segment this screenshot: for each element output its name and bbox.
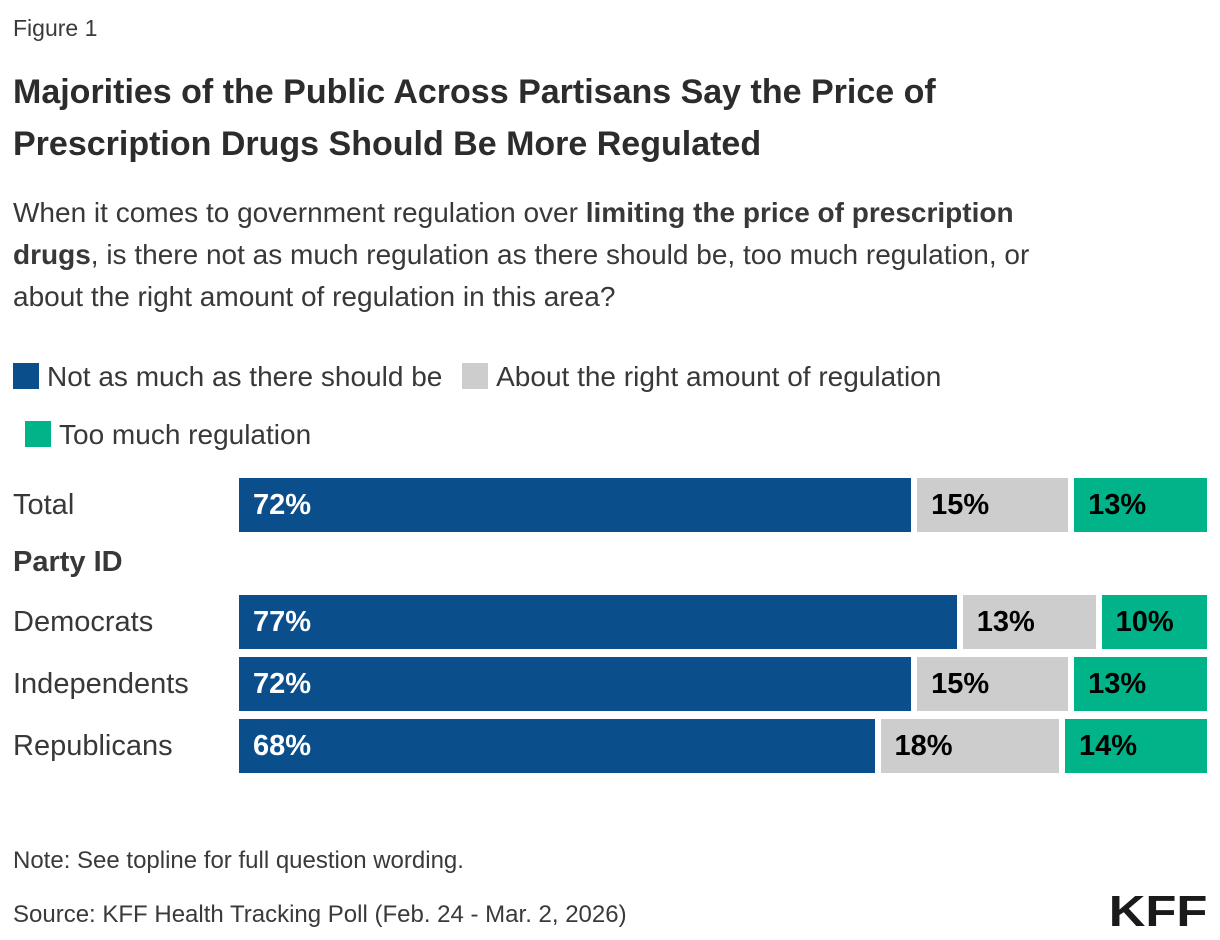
- bar-segment: 14%: [1065, 719, 1207, 773]
- bar-segment: 13%: [962, 595, 1096, 649]
- bar-segment: 72%: [239, 657, 912, 711]
- legend-item: About the right amount of regulation: [450, 361, 941, 392]
- stacked-bar: 72% 15% 13%: [239, 478, 1207, 532]
- bar-segment: 68%: [239, 719, 875, 773]
- subtitle-suffix: , is there not as much regulation as the…: [13, 239, 1030, 312]
- bar-segment: 15%: [917, 657, 1069, 711]
- chart-row-independents: Independents 72% 15% 13%: [13, 657, 1207, 711]
- row-label: Republicans: [13, 729, 173, 762]
- figure-label: Figure 1: [13, 15, 98, 41]
- stacked-bar: 68% 18% 14%: [239, 719, 1207, 773]
- source-row: Source: KFF Health Tracking Poll (Feb. 2…: [13, 886, 1207, 936]
- bar-segment: 72%: [239, 478, 912, 532]
- chart-subtitle: When it comes to government regulation o…: [13, 192, 1043, 318]
- stacked-bar: 72% 15% 13%: [239, 657, 1207, 711]
- legend-swatch: [13, 363, 39, 389]
- stacked-bar: 77% 13% 10%: [239, 595, 1207, 649]
- group-label: Party ID: [13, 546, 123, 578]
- kff-logo: KFF: [1108, 886, 1207, 936]
- bar-segment: 13%: [1074, 478, 1207, 532]
- bar-segment: 15%: [917, 478, 1069, 532]
- subtitle-prefix: When it comes to government regulation o…: [13, 197, 586, 228]
- legend-swatch: [25, 421, 51, 447]
- bar-segment: 10%: [1101, 595, 1207, 649]
- legend-label: Not as much as there should be: [47, 361, 443, 392]
- bar-segment: 18%: [880, 719, 1060, 773]
- legend-swatch: [462, 363, 489, 389]
- subtitle-bold-phrase: limiting the price of prescription drugs: [13, 197, 1014, 270]
- bar-segment: 13%: [1074, 657, 1207, 711]
- note-text: Note: See topline for full question word…: [13, 847, 464, 874]
- chart-title: Majorities of the Public Across Partisan…: [13, 73, 936, 163]
- row-label: Total: [13, 488, 75, 521]
- chart-row-democrats: Democrats 77% 13% 10%: [13, 595, 1207, 649]
- chart-row-republicans: Republicans 68% 18% 14%: [13, 719, 1207, 773]
- footer: Note: See topline for full question word…: [13, 847, 1207, 936]
- bar-segment: 77%: [239, 595, 957, 649]
- bar-chart: Total 72% 15% 13% Party ID Democrats 77% 13% 10%…: [13, 478, 1207, 773]
- chart-row-total: Total 72% 15% 13%: [13, 478, 1207, 532]
- legend-item: Not as much as there should be: [13, 361, 442, 392]
- legend-label: About the right amount of regulation: [496, 361, 942, 392]
- legend-item: Too much regulation: [13, 419, 311, 450]
- row-label: Democrats: [13, 605, 154, 638]
- row-label: Independents: [13, 667, 189, 700]
- legend: Not as much as there should be About the…: [13, 348, 943, 464]
- source-text: Source: KFF Health Tracking Poll (Feb. 2…: [13, 901, 627, 928]
- legend-label: Too much regulation: [59, 419, 312, 450]
